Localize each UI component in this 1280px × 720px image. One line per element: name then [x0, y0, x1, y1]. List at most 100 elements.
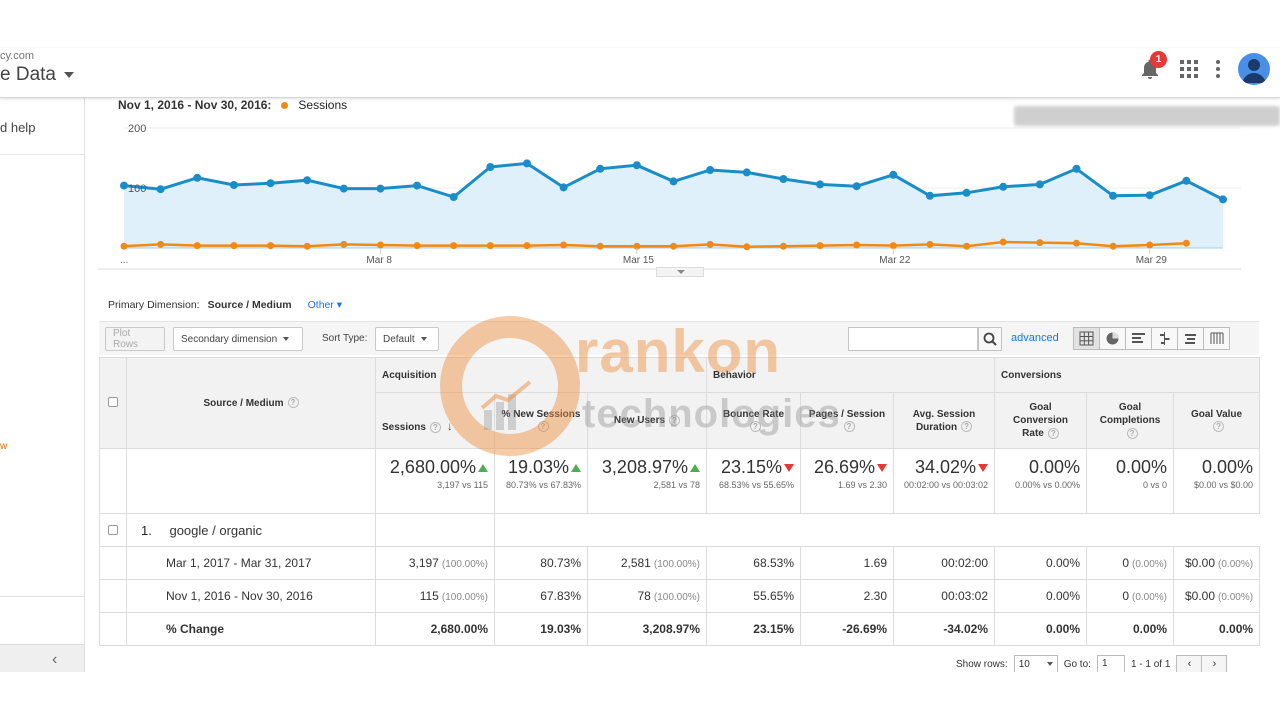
comparison-view-button[interactable] [1151, 327, 1178, 350]
dimension-header[interactable]: Source / Medium? [126, 357, 376, 449]
table-cell: 23.15% [706, 612, 801, 646]
table-cell: 2,680.00% [375, 612, 495, 646]
data-point [1109, 191, 1118, 200]
col-header-pages-session[interactable]: Pages / Session? [800, 392, 894, 449]
summary-value: 26.69% [813, 457, 875, 477]
row-label: % Change [126, 612, 376, 646]
account-avatar[interactable] [1238, 53, 1270, 85]
help-icon[interactable]: ? [843, 421, 855, 433]
row-checkbox[interactable] [108, 524, 118, 535]
data-point [632, 161, 641, 170]
data-point [266, 179, 275, 188]
row-select-cell [99, 612, 127, 646]
summary-empty [126, 448, 376, 514]
show-rows-select[interactable]: 10 [1013, 655, 1058, 673]
help-icon[interactable]: ? [1126, 427, 1138, 439]
search-button[interactable] [978, 327, 1002, 351]
sort-type-dropdown[interactable]: Default [375, 327, 439, 351]
pagination: Show rows: 10 Go to: 1 1 - 1 of 1 ‹ › [956, 655, 1228, 673]
next-page-button[interactable]: › [1201, 655, 1228, 673]
comparison-icon [1160, 332, 1170, 345]
term-cloud-view-button[interactable] [1177, 327, 1204, 350]
sidebar-fragment[interactable]: w [0, 441, 8, 452]
summary-detail: 2,581 vs 78 [653, 480, 700, 490]
advanced-filter-link[interactable]: advanced [1011, 332, 1059, 344]
select-all-checkbox[interactable] [108, 396, 118, 407]
series-area [124, 163, 1223, 248]
data-point [156, 185, 165, 194]
help-icon[interactable]: ? [961, 421, 973, 433]
secondary-dimension-dropdown[interactable]: Secondary dimension [173, 327, 303, 351]
goto-page-input[interactable]: 1 [1096, 655, 1125, 673]
data-point [962, 188, 971, 197]
help-icon[interactable]: ? [287, 397, 299, 409]
summary-cell: 2,680.00% 3,197 vs 115 [375, 448, 495, 514]
primary-dimension-other[interactable]: Other ▾ [307, 299, 343, 311]
help-icon[interactable]: ? [750, 421, 761, 433]
table-search-input[interactable] [848, 327, 978, 351]
col-label: Goal Value [1190, 408, 1243, 420]
help-icon[interactable]: ? [1213, 421, 1225, 433]
data-point [339, 184, 348, 193]
prev-page-button[interactable]: ‹ [1176, 655, 1203, 673]
col-header-goal-value[interactable]: Goal Value? [1173, 392, 1261, 449]
cell-value: $0.00 [1185, 589, 1216, 603]
table-row: 1. google / organic [99, 513, 1260, 547]
apps-grid-icon[interactable] [1180, 60, 1198, 78]
data-point [193, 242, 201, 250]
letterbox-top [0, 0, 1280, 48]
cell-value: 19.03% [540, 622, 581, 636]
source-medium-link[interactable]: google / organic [169, 522, 262, 538]
col-header-goal-completions[interactable]: Goal Completions? [1086, 392, 1175, 449]
row-label: Nov 1, 2016 - Nov 30, 2016 [126, 579, 376, 613]
collapse-sidebar-icon[interactable]: ‹ [52, 651, 58, 668]
summary-detail: 3,197 vs 115 [437, 480, 488, 490]
data-point [229, 181, 238, 189]
data-point [230, 242, 238, 250]
table-cell: $0.00 (0.00%) [1173, 546, 1261, 580]
cell-value: 00:02:00 [941, 556, 989, 570]
col-header-goal-conversion-rate[interactable]: Goal Conversion Rate? [994, 392, 1088, 449]
help-icon[interactable]: ? [429, 421, 441, 433]
data-point [669, 177, 678, 186]
data-point [889, 242, 897, 250]
pivot-view-button[interactable] [1203, 327, 1230, 350]
sidebar-help-link[interactable]: d help [0, 120, 36, 135]
plot-rows-button[interactable]: Plot Rows [105, 327, 165, 351]
data-point [633, 242, 641, 250]
performance-view-button[interactable] [1125, 327, 1152, 350]
notifications-button[interactable]: 1 [1138, 51, 1167, 81]
letterbox-bottom [0, 672, 1280, 720]
col-header-new-users[interactable]: New Users? [587, 392, 707, 449]
trend-down-icon [784, 464, 794, 473]
more-options-icon[interactable] [1216, 60, 1220, 78]
data-point [596, 164, 605, 173]
view-selector[interactable]: e Data [0, 64, 74, 86]
summary-detail: $0.00 vs $0.00 [1194, 480, 1254, 490]
table-cell: 2,581 (100.00%) [587, 546, 707, 580]
legend-series-label: Sessions [298, 98, 348, 112]
help-icon[interactable]: ? [669, 414, 681, 426]
group-empty [493, 513, 1260, 547]
cell-percent: (100.00%) [441, 592, 488, 603]
table-view-button[interactable] [1073, 327, 1100, 350]
legend-swatch [281, 101, 289, 109]
cell-value: 1.69 [863, 556, 887, 570]
cell-value: 78 [637, 589, 651, 603]
col-header-bounce-rate[interactable]: Bounce Rate? [706, 392, 801, 449]
data-point [779, 175, 788, 183]
table-cell: 3,208.97% [587, 612, 707, 646]
percentage-view-button[interactable] [1099, 327, 1126, 350]
data-point [193, 173, 202, 182]
trend-up-icon [690, 464, 700, 473]
col-header-avg-duration[interactable]: Avg. Session Duration? [892, 392, 996, 449]
help-icon[interactable]: ? [1047, 427, 1059, 439]
primary-dimension-selected[interactable]: Source / Medium [207, 299, 292, 311]
data-point [157, 240, 165, 248]
top-header: cy.com e Data 1 [0, 48, 1280, 98]
sort-type-value: Default [383, 333, 415, 345]
data-point [303, 176, 312, 185]
primary-dimension-label: Primary Dimension: [108, 299, 200, 311]
x-tick-label: ... [120, 255, 128, 266]
chart-collapse-toggle[interactable] [656, 267, 704, 277]
